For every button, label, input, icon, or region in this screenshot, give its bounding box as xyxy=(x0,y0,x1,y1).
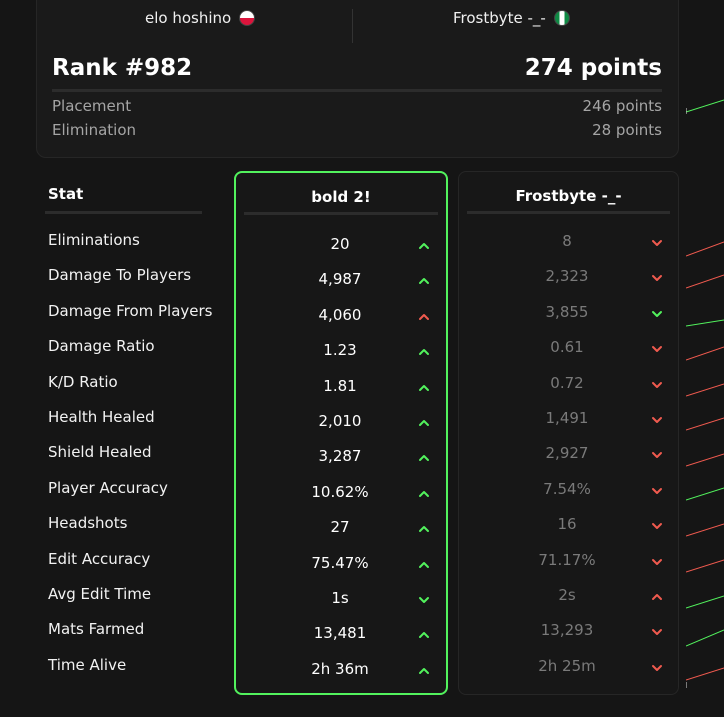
stat-column-header: Stat xyxy=(48,185,84,203)
player1-stat-value: 2,010 xyxy=(318,412,362,430)
player1-stat-value: 13,481 xyxy=(313,624,367,642)
player2-stat-value: 2h 25m xyxy=(538,657,596,675)
stat-label: Edit Accuracy xyxy=(48,550,151,568)
player-divider xyxy=(352,9,353,43)
chevron-down-icon xyxy=(650,306,664,320)
stat-label: Avg Edit Time xyxy=(48,585,152,603)
chevron-down-icon xyxy=(650,518,664,532)
stat-label: Mats Farmed xyxy=(48,620,145,638)
players-row: elo hoshino Frostbyte -_- xyxy=(37,9,678,43)
player1-stat-value: 20 xyxy=(330,235,350,253)
chevron-up-icon xyxy=(417,273,431,287)
player1-stat-value: 10.62% xyxy=(311,483,369,501)
player2-stat-value: 16 xyxy=(557,515,577,533)
chevron-up-icon xyxy=(417,380,431,394)
player2-stat-value: 71.17% xyxy=(538,551,596,569)
chevron-up-icon xyxy=(417,557,431,571)
chevron-up-icon xyxy=(417,663,431,677)
player2-stat-value: 2,323 xyxy=(545,267,589,285)
player1-stat-value: 1.81 xyxy=(323,377,357,395)
chevron-down-icon xyxy=(650,270,664,284)
player1-header-underline xyxy=(244,212,438,215)
player1[interactable]: elo hoshino xyxy=(145,9,256,27)
chevron-up-icon xyxy=(417,415,431,429)
player2-stat-value: 8 xyxy=(562,232,572,250)
stat-label: Eliminations xyxy=(48,231,140,249)
chevron-up-icon xyxy=(417,521,431,535)
stat-label: Damage To Players xyxy=(48,266,192,284)
player1-stat-value: 75.47% xyxy=(311,554,369,572)
chevron-down-icon xyxy=(650,341,664,355)
player1-stat-value: 2h 36m xyxy=(311,660,369,678)
summary-divider xyxy=(52,89,662,92)
player1-stats-column: bold 2! 20 4,987 4,060 1.23 1.81 2,010 3,287 10… xyxy=(234,171,448,695)
player1-stat-value: 1.23 xyxy=(323,341,357,359)
placement-points: 246 points xyxy=(582,97,662,115)
chevron-up-icon xyxy=(417,309,431,323)
chevron-up-icon xyxy=(417,344,431,358)
chevron-up-icon xyxy=(417,486,431,500)
chevron-down-icon xyxy=(650,660,664,674)
chevron-down-icon xyxy=(650,624,664,638)
chevron-up-icon xyxy=(417,238,431,252)
player2-stat-value: 2,927 xyxy=(545,444,589,462)
player1-name[interactable]: elo hoshino xyxy=(145,9,232,27)
chevron-down-icon xyxy=(650,235,664,249)
stat-label: Player Accuracy xyxy=(48,479,168,497)
chevron-up-icon xyxy=(650,589,664,603)
player2-stats-column: Frostbyte -_- 8 2,323 3,855 0.61 0.72 1,491 2,… xyxy=(458,171,679,695)
player2-name[interactable]: Frostbyte -_- xyxy=(453,9,546,27)
player2-stat-value: 1,491 xyxy=(545,409,589,427)
chevron-down-icon xyxy=(650,377,664,391)
chevron-down-icon xyxy=(417,592,431,606)
player2-column-header[interactable]: Frostbyte -_- xyxy=(515,187,622,205)
chevron-down-icon xyxy=(650,447,664,461)
chevron-up-icon xyxy=(417,627,431,641)
poland-flag-icon xyxy=(239,10,256,26)
player1-stat-value: 1s xyxy=(331,589,349,607)
player2-stat-value: 7.54% xyxy=(543,480,591,498)
player2-stat-value: 13,293 xyxy=(540,621,594,639)
elimination-points: 28 points xyxy=(592,121,662,139)
player2[interactable]: Frostbyte -_- xyxy=(453,9,570,27)
player2-stat-value: 0.72 xyxy=(550,374,584,392)
match-summary-card: elo hoshino Frostbyte -_- Rank #982 274 … xyxy=(36,0,679,158)
placement-label: Placement xyxy=(52,97,132,115)
elimination-label: Elimination xyxy=(52,121,137,139)
stat-header-underline xyxy=(45,211,202,214)
chevron-down-icon xyxy=(650,483,664,497)
chevron-down-icon xyxy=(650,412,664,426)
player1-column-header[interactable]: bold 2! xyxy=(311,188,371,206)
player2-stat-value: 2s xyxy=(558,586,576,604)
chevron-up-icon xyxy=(417,450,431,464)
stat-label: Damage From Players xyxy=(48,302,213,320)
player2-header-underline xyxy=(467,211,670,214)
rank-label: Rank #982 xyxy=(52,55,193,81)
chevron-down-icon xyxy=(650,554,664,568)
player1-stat-value: 4,060 xyxy=(318,306,362,324)
stat-label: Health Healed xyxy=(48,408,155,426)
background-chart-edge xyxy=(686,99,724,688)
total-points: 274 points xyxy=(524,55,662,81)
player1-stat-value: 4,987 xyxy=(318,270,362,288)
stat-label: Time Alive xyxy=(48,656,127,674)
stat-label: Headshots xyxy=(48,514,128,532)
stat-label: Damage Ratio xyxy=(48,337,155,355)
player2-stat-value: 0.61 xyxy=(550,338,584,356)
stat-label: K/D Ratio xyxy=(48,373,118,391)
player2-stat-value: 3,855 xyxy=(545,303,589,321)
nigeria-flag-icon xyxy=(553,10,570,26)
player1-stat-value: 3,287 xyxy=(318,447,362,465)
player1-stat-value: 27 xyxy=(330,518,350,536)
stat-label: Shield Healed xyxy=(48,443,152,461)
